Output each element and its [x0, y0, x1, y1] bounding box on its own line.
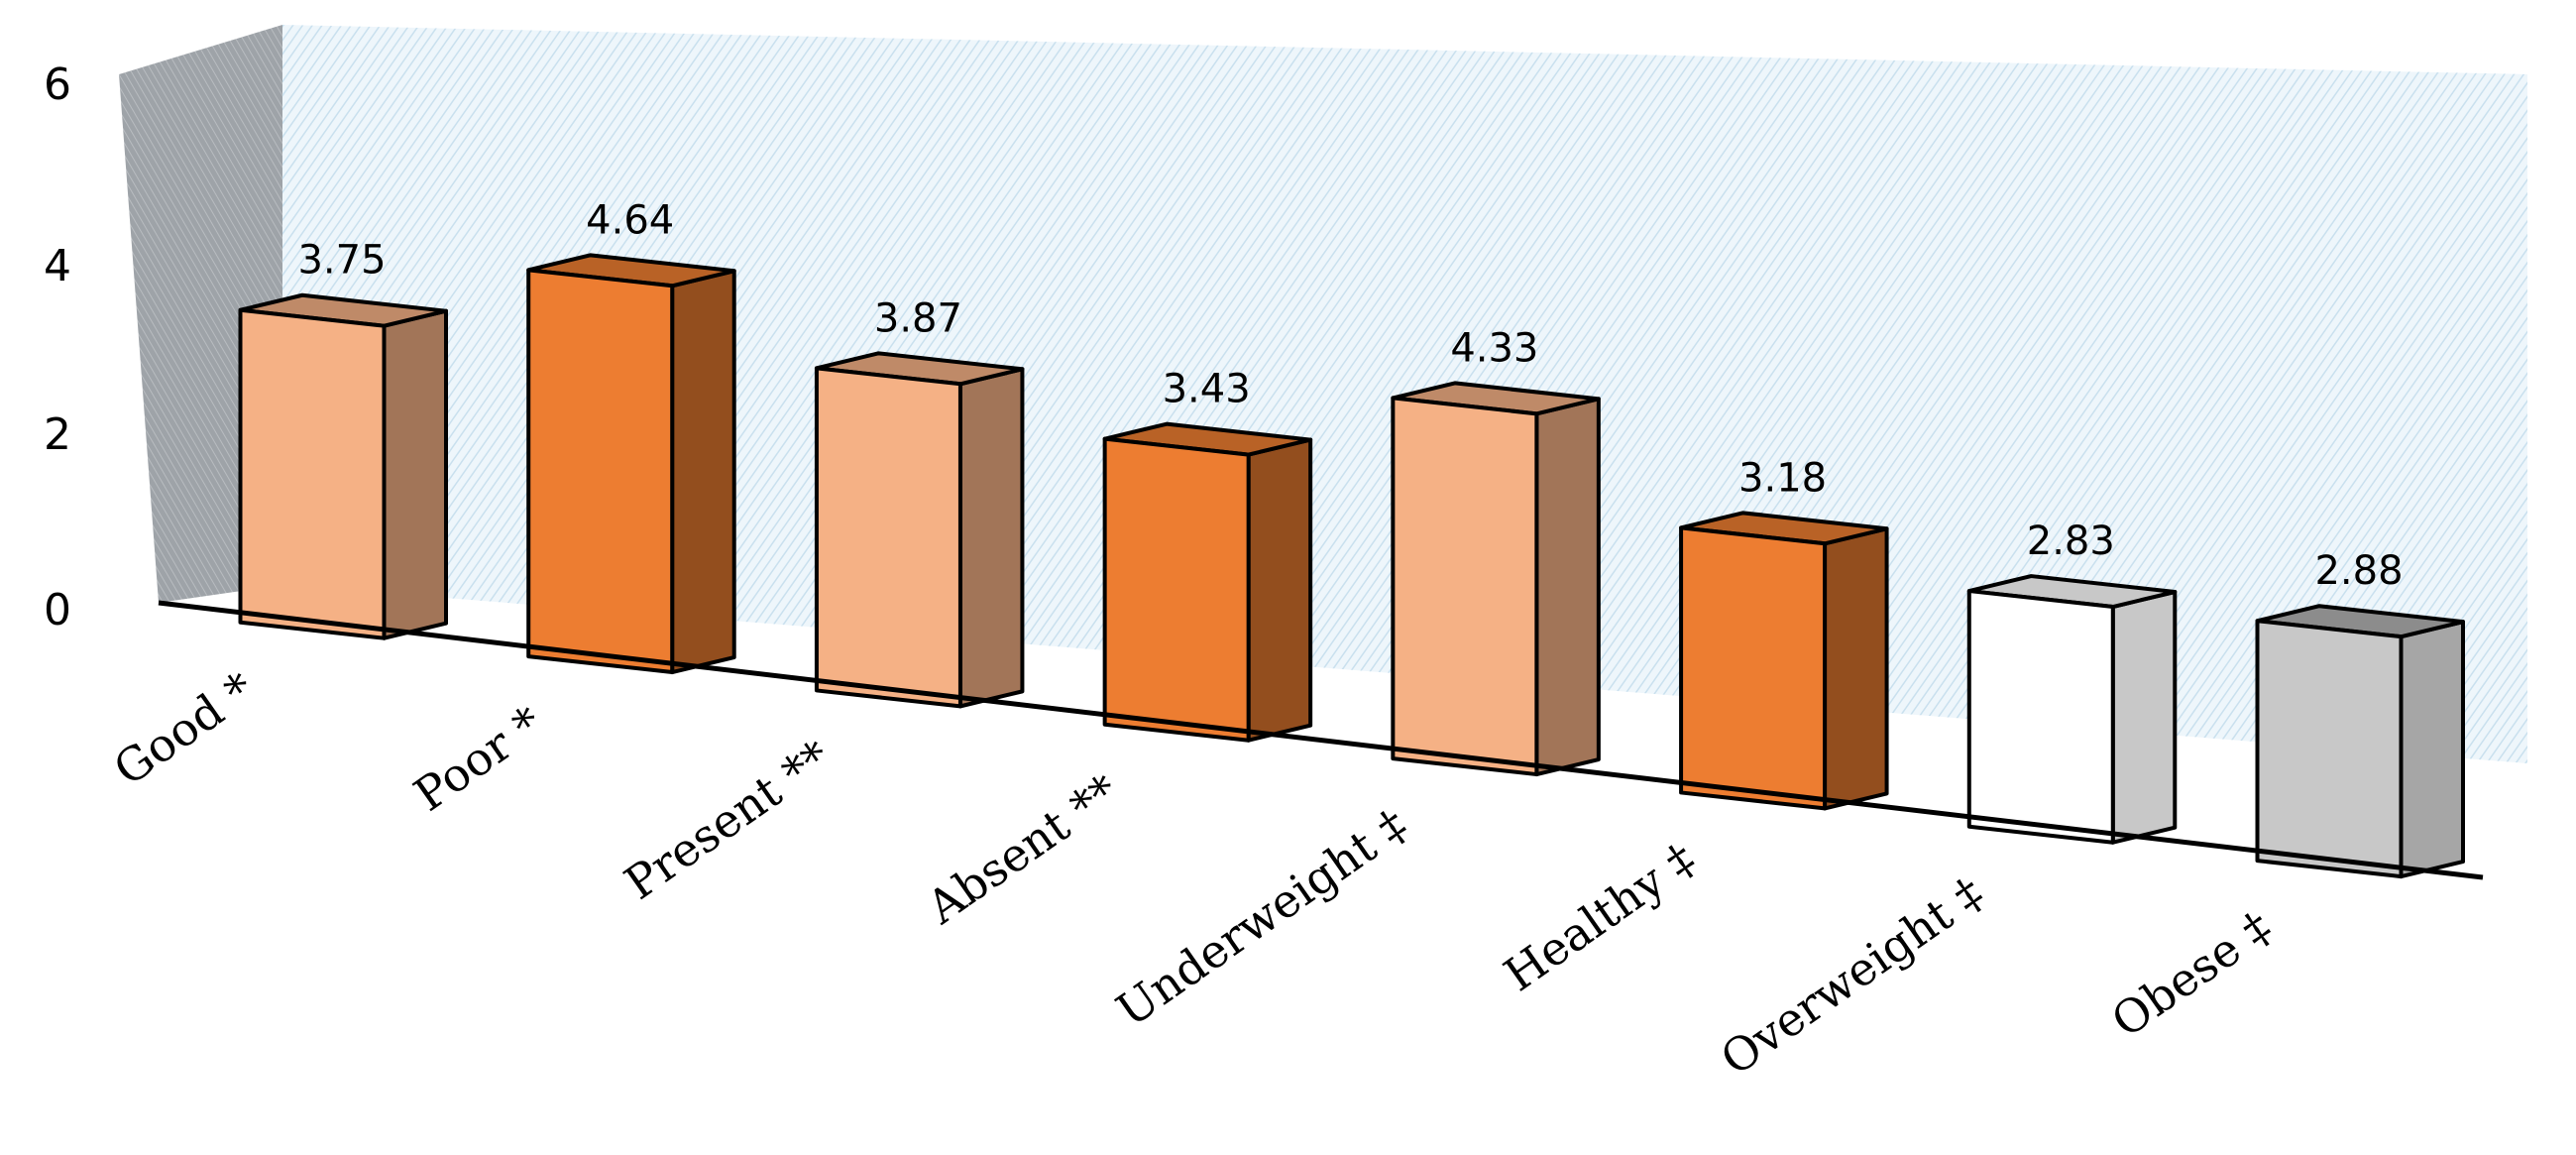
x-tick-label: Healthy ‡ [1495, 832, 1705, 1001]
data-label: 3.87 [874, 295, 962, 341]
bar-side [1246, 437, 1313, 743]
bar-front [2255, 619, 2404, 879]
bar-side [957, 367, 1025, 709]
data-label: 3.18 [1738, 455, 1827, 501]
data-label: 4.64 [586, 197, 674, 243]
bar-front [526, 268, 675, 675]
bar [238, 292, 448, 640]
bar [1679, 511, 1889, 811]
bar-front [814, 366, 962, 709]
x-tick-label: Obese ‡ [2102, 900, 2282, 1048]
bar-side [1534, 397, 1601, 777]
bar [2255, 604, 2465, 879]
bar [526, 253, 736, 675]
y-tick-label: 0 [44, 585, 71, 635]
bar-side [1823, 526, 1889, 811]
y-tick-label: 6 [44, 59, 71, 110]
bar [1966, 574, 2178, 845]
data-label: 3.75 [297, 238, 386, 284]
bar-side [2399, 620, 2465, 879]
bar [1102, 421, 1313, 743]
bar [1391, 381, 1601, 777]
x-axis [158, 600, 2484, 880]
y-tick-label: 4 [44, 241, 71, 291]
bar-side [382, 308, 448, 640]
x-tick-label: Overweight ‡ [1711, 866, 1992, 1087]
data-label: 2.88 [2314, 548, 2403, 594]
y-axis-ticks: 0 2 4 6 [44, 59, 71, 635]
bars [238, 253, 2465, 879]
bar-front [1966, 589, 2115, 845]
bar-front [1679, 525, 1828, 811]
data-label: 4.33 [1450, 325, 1538, 371]
data-label: 3.43 [1163, 367, 1251, 412]
bar [814, 351, 1025, 709]
x-tick-label: Poor * [404, 696, 552, 822]
bar-front [1391, 396, 1539, 777]
y-tick-label: 2 [44, 409, 71, 460]
value-labels: 3.75 4.64 3.87 3.43 4.33 3.18 2.83 2.88 [297, 197, 2403, 594]
bar-front [1102, 436, 1251, 743]
bar-side [2110, 590, 2178, 845]
x-tick-label: Underweight ‡ [1107, 798, 1416, 1037]
x-axis-line [158, 600, 2484, 880]
x-tick-label: Absent ** [917, 764, 1129, 935]
x-tick-label: Good * [104, 662, 264, 797]
data-label: 2.83 [2027, 519, 2115, 564]
x-tick-label: Present ** [615, 730, 840, 910]
bar-front [238, 307, 387, 640]
bar-side [670, 269, 736, 675]
